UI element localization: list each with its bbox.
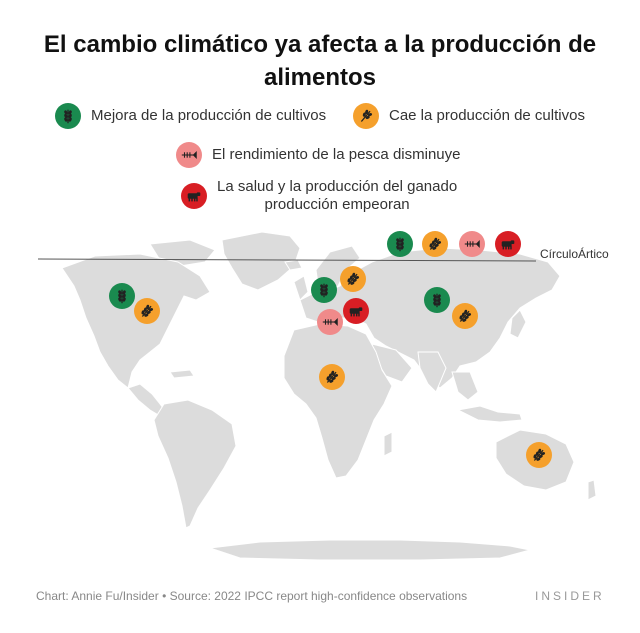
legend-fish-down: El rendimiento de la pesca disminuye bbox=[176, 142, 460, 168]
legend-livestock-down: La salud y la producción del ganado prod… bbox=[181, 178, 457, 214]
indonesia bbox=[456, 405, 523, 423]
legend-label: Mejora de la producción de cultivos bbox=[91, 107, 327, 124]
antarctica bbox=[209, 539, 531, 561]
wheat-icon bbox=[326, 370, 339, 383]
wheat-icon bbox=[459, 309, 472, 322]
southeast-asia bbox=[451, 371, 479, 401]
arctic-circle-line bbox=[37, 258, 537, 262]
cow-icon bbox=[181, 183, 207, 209]
marker-crop-up bbox=[424, 287, 450, 313]
marker-crop-down bbox=[340, 266, 366, 292]
marker-crop-down bbox=[526, 442, 552, 468]
arctic-circle-label: CírculoÁrtico bbox=[540, 247, 609, 261]
british-isles bbox=[293, 275, 309, 301]
brand-logo: INSIDER bbox=[535, 589, 605, 603]
wheat-icon bbox=[396, 237, 404, 252]
legend-label-line: producción empeoran bbox=[264, 196, 410, 213]
legend-crop-down: Cae la producción de cultivos bbox=[353, 103, 585, 129]
marker-crop-up bbox=[311, 277, 337, 303]
wheat-icon bbox=[320, 283, 328, 298]
source-credit: Chart: Annie Fu/Insider • Source: 2022 I… bbox=[36, 589, 468, 603]
wheat-icon bbox=[347, 272, 360, 285]
marker-crop-up bbox=[387, 231, 413, 257]
wheat-icon bbox=[429, 237, 442, 250]
wheat-icon bbox=[533, 448, 546, 461]
wheat-icon bbox=[118, 289, 126, 304]
fish-icon bbox=[322, 317, 338, 327]
marker-fish-down bbox=[459, 231, 485, 257]
africa bbox=[283, 323, 393, 479]
greenland bbox=[221, 231, 301, 291]
fish-icon bbox=[176, 142, 202, 168]
caribbean bbox=[169, 369, 195, 379]
marker-livestock-down bbox=[495, 231, 521, 257]
fish-icon bbox=[464, 239, 480, 249]
wheat-icon bbox=[353, 103, 379, 129]
north-america bbox=[61, 253, 211, 389]
cow-icon bbox=[349, 307, 363, 317]
wheat-icon bbox=[433, 293, 441, 308]
wheat-icon bbox=[141, 304, 154, 317]
wheat-icon bbox=[55, 103, 81, 129]
marker-crop-down bbox=[319, 364, 345, 390]
india bbox=[417, 351, 447, 393]
japan bbox=[509, 309, 527, 339]
marker-crop-down bbox=[452, 303, 478, 329]
madagascar bbox=[383, 431, 393, 457]
marker-livestock-down bbox=[343, 298, 369, 324]
cow-icon bbox=[501, 240, 515, 250]
new-zealand bbox=[587, 479, 597, 501]
marker-fish-down bbox=[317, 309, 343, 335]
chart-title: El cambio climático ya afecta a la produ… bbox=[43, 31, 597, 91]
south-america bbox=[153, 399, 237, 529]
legend-label: Cae la producción de cultivos bbox=[389, 107, 585, 124]
legend-crop-up: Mejora de la producción de cultivos bbox=[55, 103, 326, 129]
legend-label: El rendimiento de la pesca disminuye bbox=[212, 146, 461, 163]
marker-crop-down bbox=[422, 231, 448, 257]
marker-crop-up bbox=[109, 283, 135, 309]
iceland bbox=[284, 259, 303, 271]
marker-crop-down bbox=[134, 298, 160, 324]
legend-label-line: La salud y la producción del ganado bbox=[217, 178, 458, 195]
